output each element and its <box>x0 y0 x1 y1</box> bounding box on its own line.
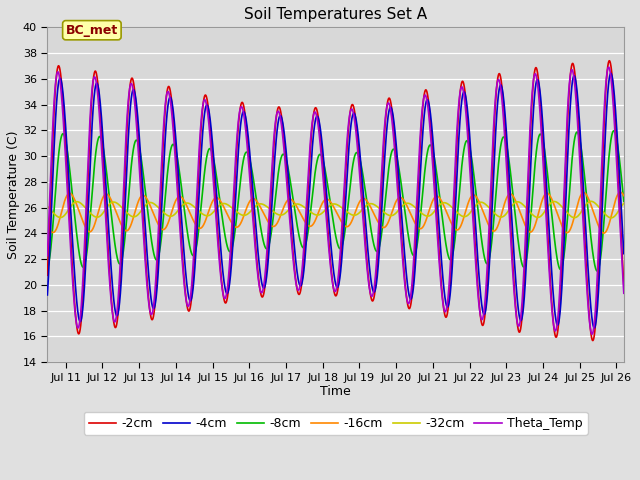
-4cm <box>474 252 481 258</box>
-4cm <box>419 138 426 144</box>
-32cm <box>474 201 481 206</box>
-2cm <box>148 317 156 323</box>
-16cm <box>148 207 156 213</box>
Title: Soil Temperatures Set A: Soil Temperatures Set A <box>244 7 427 22</box>
-2cm <box>474 280 481 286</box>
-32cm <box>389 212 397 218</box>
Theta_Temp <box>518 309 525 314</box>
-2cm <box>518 322 525 327</box>
-2cm <box>264 251 271 256</box>
-32cm <box>587 198 595 204</box>
-16cm <box>616 190 624 195</box>
-8cm <box>610 128 618 134</box>
-8cm <box>148 241 156 247</box>
Line: Theta_Temp: Theta_Temp <box>47 67 624 334</box>
-4cm <box>591 325 598 331</box>
Line: -4cm: -4cm <box>47 73 624 328</box>
-2cm <box>419 110 426 116</box>
Line: -32cm: -32cm <box>47 201 624 218</box>
-16cm <box>518 213 525 218</box>
-16cm <box>44 222 51 228</box>
Line: -16cm: -16cm <box>47 192 624 233</box>
-16cm <box>264 218 271 224</box>
-8cm <box>474 203 481 209</box>
-4cm <box>264 264 271 270</box>
-4cm <box>518 317 525 323</box>
-16cm <box>600 230 607 236</box>
-4cm <box>620 251 628 256</box>
-2cm <box>389 118 397 123</box>
Text: BC_met: BC_met <box>66 24 118 36</box>
-32cm <box>148 200 156 206</box>
Theta_Temp <box>620 290 628 296</box>
-4cm <box>607 71 614 76</box>
Theta_Temp <box>605 64 612 70</box>
-8cm <box>419 194 426 200</box>
-8cm <box>518 258 525 264</box>
-8cm <box>264 245 271 251</box>
-16cm <box>474 196 481 202</box>
-8cm <box>620 198 628 204</box>
-32cm <box>264 204 271 210</box>
-4cm <box>389 113 397 119</box>
X-axis label: Time: Time <box>320 385 351 398</box>
-2cm <box>605 58 613 64</box>
-32cm <box>620 200 628 206</box>
-32cm <box>518 200 525 206</box>
-4cm <box>44 292 51 298</box>
-16cm <box>419 225 426 230</box>
-32cm <box>419 211 426 216</box>
-8cm <box>593 268 601 274</box>
Theta_Temp <box>44 253 51 259</box>
-2cm <box>589 337 596 343</box>
-32cm <box>44 204 51 209</box>
-16cm <box>389 206 397 212</box>
Theta_Temp <box>419 106 426 112</box>
-4cm <box>148 302 156 308</box>
Theta_Temp <box>389 129 397 134</box>
-8cm <box>389 146 397 152</box>
Theta_Temp <box>148 311 156 316</box>
-16cm <box>620 193 628 199</box>
-2cm <box>620 283 628 288</box>
Y-axis label: Soil Temperature (C): Soil Temperature (C) <box>7 131 20 259</box>
Theta_Temp <box>474 286 481 291</box>
Theta_Temp <box>264 237 271 243</box>
Line: -8cm: -8cm <box>47 131 624 271</box>
Line: -2cm: -2cm <box>47 61 624 340</box>
-32cm <box>607 215 615 221</box>
Theta_Temp <box>588 331 596 337</box>
-8cm <box>44 265 51 271</box>
-2cm <box>44 273 51 278</box>
Legend: -2cm, -4cm, -8cm, -16cm, -32cm, Theta_Temp: -2cm, -4cm, -8cm, -16cm, -32cm, Theta_Te… <box>84 412 588 435</box>
